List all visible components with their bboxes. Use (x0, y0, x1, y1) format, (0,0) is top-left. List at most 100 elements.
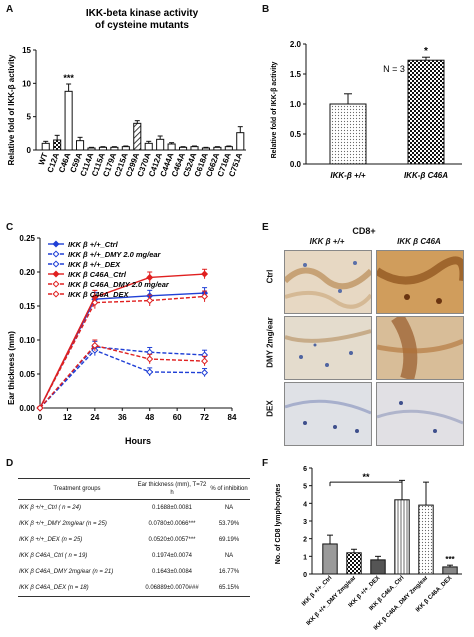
panel-d-label: D (6, 458, 14, 469)
chart-a-ylabel: Relative fold of IKK-β activity (7, 54, 16, 165)
chart-c-point (146, 297, 154, 305)
chart-a-bar (121, 146, 130, 151)
chart-f-ytick-label: 5 (303, 484, 307, 491)
panel-f: No. of CD8 lymphocytes 0 1 2 3 4 5 6 IKK β +/+_… (256, 454, 474, 632)
panel-b: N = 3 Relative fold of IKK-β activity 0.… (256, 0, 474, 210)
chart-f-bar (322, 543, 338, 575)
chart-c-xtick-label: 84 (228, 413, 237, 422)
chart-c-ytick-label: 0.25 (19, 234, 35, 243)
chart-b-ylabel: Relative fold of IKK-β activity (271, 61, 278, 158)
chart-c-xtick-label: 12 (63, 413, 72, 422)
chart-c-xtick-label: 0 (38, 413, 43, 422)
chart-a-title-1: IKK-beta kinase activity (86, 8, 199, 19)
chart-c-legend-label: IKK β C46A_DEX (68, 290, 130, 299)
chart-f-ytick-label: 1 (303, 554, 307, 561)
panel-e-label: E (262, 222, 269, 233)
chart-f-ytick-label: 6 (303, 466, 307, 473)
chart-a-bar (144, 142, 153, 151)
table-row: IKK β +/+_DMY 2mg/ear (n = 25) 0.0780±0.0… (18, 516, 250, 532)
chart-b-ytick-label: 2.0 (290, 40, 302, 49)
chart-c-legend-label: IKK β +/+_Ctrl (68, 240, 119, 249)
chart-c-series-line (39, 292, 205, 409)
chart-f-bar (442, 566, 458, 575)
panel-c-label: C (6, 222, 14, 233)
chart-f-significance-top: ** (362, 472, 370, 482)
chart-a-significance: *** (63, 73, 74, 83)
chart-f-ytick-label: 2 (303, 537, 307, 544)
chart-f-xtick-label: IKK β +/+_DMY 2mg/ear (306, 575, 358, 627)
chart-b: N = 3 Relative fold of IKK-β activity 0.… (271, 40, 462, 180)
chart-a-bar (110, 146, 119, 151)
chart-a-bar (156, 138, 165, 151)
chart-b-bar (407, 59, 445, 165)
chart-b-ytick-label: 0.0 (290, 160, 302, 169)
table-cell-group: IKK β C46A_DEX (n = 18) (18, 580, 136, 597)
table-cell-group: IKK β C46A_DMY 2mg/ear (n = 21) (19, 569, 114, 575)
chart-c-xtick-label: 60 (173, 413, 182, 422)
chart-a-ytick-label: 0 (27, 146, 32, 155)
chart-f-ytick-label: 4 (303, 501, 307, 508)
panel-a: IKK-beta kinase activity of cysteine mut… (0, 0, 250, 210)
chart-c-point (91, 341, 99, 349)
table-row: IKK β +/+_DEX (n = 25) 0.0520±0.0057*** 69… (18, 532, 250, 548)
chart-c-point (146, 273, 154, 281)
chart-c-legend-label: IKK β +/+_DMY 2.0 mg/ear (68, 250, 162, 259)
chart-a-bar (76, 140, 85, 151)
panel-c: Ear thickness (mm) Hours 0.00 0.05 0.10 0.1… (0, 218, 256, 450)
chart-b-significance: * (424, 46, 428, 57)
table-cell-thickness: 0.06889±0.0070### (136, 580, 208, 597)
chart-b-n-label: N = 3 (383, 64, 405, 74)
table-header-thickness: Ear thickness (mm), T=72 h (136, 478, 208, 500)
chart-a-bar (64, 90, 73, 151)
chart-a-bar (53, 139, 62, 151)
chart-c-legend-label: IKK β +/+_DEX (68, 260, 121, 269)
chart-b-ytick-label: 1.5 (290, 70, 302, 79)
chart-b-bar (329, 103, 367, 165)
chart-c: Ear thickness (mm) Hours 0.00 0.05 0.10 0.1… (7, 234, 237, 446)
table-cell-group: IKK β +/+_DEX (n = 25) (19, 537, 83, 543)
chart-c-legend-marker (52, 260, 60, 268)
chart-a-bar (87, 147, 96, 151)
chart-a-ytick-label: 10 (22, 79, 31, 88)
chart-a-bar (133, 122, 142, 151)
micrograph-c46a-dex (376, 382, 464, 446)
chart-a-bar (236, 132, 245, 151)
chart-f-ytick-label: 0 (303, 572, 307, 579)
chart-c-point (201, 270, 209, 278)
table-cell-thickness: 0.0520±0.0057*** (148, 537, 196, 543)
chart-c-legend-marker (52, 280, 60, 288)
chart-b-xtick-label: IKK-β C46A (404, 171, 448, 180)
table-cell-inhibition: 65.15% (208, 580, 250, 597)
chart-b-ytick-label: 1.0 (290, 100, 302, 109)
micrograph-c46a-ctrl (376, 250, 464, 314)
chart-a-bar (167, 143, 176, 151)
table-header-groups: Treatment groups (18, 478, 136, 500)
treatment-table: Treatment groups Ear thickness (mm), T=7… (18, 478, 250, 597)
chart-c-series-line (39, 346, 205, 409)
chart-a: IKK-beta kinase activity of cysteine mut… (7, 8, 246, 178)
chart-c-series-line (39, 344, 205, 409)
chart-b-ytick-label: 0.5 (290, 130, 302, 139)
micrograph-wt-dex (284, 382, 372, 446)
chart-c-ytick-label: 0.15 (19, 302, 35, 311)
chart-f-bar (418, 504, 434, 575)
table-cell-inhibition: NA (224, 505, 234, 511)
chart-a-xtick-label: WT (37, 151, 50, 166)
table-cell-group: IKK β +/+_Ctrl ( n = 24) (19, 505, 81, 511)
chart-a-bar (41, 142, 50, 151)
chart-c-point (146, 355, 154, 363)
chart-f: No. of CD8 lymphocytes 0 1 2 3 4 5 6 IKK β +/+_… (275, 466, 462, 632)
table-row: IKK β C46A_DEX (n = 18) 0.06889±0.0070###… (18, 580, 250, 597)
chart-c-legend-marker (52, 290, 60, 298)
table-row: IKK β C46A_Ctrl ( n = 19) 0.1974±0.0074 NA (18, 548, 250, 564)
chart-c-xlabel: Hours (125, 436, 151, 446)
micrograph-row-header-ctrl: Ctrl (265, 269, 275, 284)
table-cell-group: IKK β C46A_Ctrl ( n = 19) (19, 553, 88, 559)
chart-c-point (146, 368, 154, 376)
table-cell-thickness: 0.1643±0.0084 (152, 569, 192, 575)
chart-c-legend-marker (52, 240, 60, 248)
micrograph-c46a-dmy (376, 316, 464, 380)
chart-a-bar (190, 146, 199, 151)
micrograph-row-header-dex: DEX (265, 400, 275, 417)
chart-c-xtick-label: 36 (118, 413, 127, 422)
